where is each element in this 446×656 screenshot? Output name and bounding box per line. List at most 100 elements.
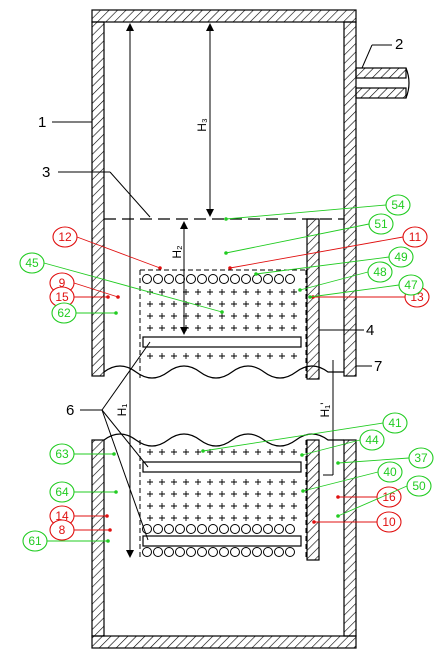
packing-mark bbox=[255, 449, 261, 455]
upper-packing bbox=[147, 289, 297, 359]
callout-number: 12 bbox=[58, 230, 72, 244]
packing-mark bbox=[207, 289, 213, 295]
pellet bbox=[274, 274, 284, 284]
packing-mark bbox=[291, 313, 297, 319]
packing-mark bbox=[183, 491, 189, 497]
packing-mark bbox=[183, 479, 189, 485]
baffle-lower bbox=[306, 439, 320, 561]
callout-circle bbox=[22, 530, 48, 552]
callout-leader bbox=[229, 236, 404, 269]
packing-mark bbox=[195, 515, 201, 521]
packing-mark bbox=[231, 353, 237, 359]
callout-11: 11 bbox=[228, 226, 428, 270]
packing-mark bbox=[243, 515, 249, 521]
packing-mark bbox=[219, 491, 225, 497]
dim-h1-prime: H₁' bbox=[318, 402, 332, 417]
packing-mark bbox=[207, 503, 213, 509]
callout-number: 16 bbox=[382, 490, 396, 504]
pellet bbox=[208, 547, 218, 557]
packing-mark bbox=[291, 301, 297, 307]
packing-mark bbox=[219, 289, 225, 295]
callout-dot bbox=[298, 288, 302, 292]
callout-circle bbox=[377, 461, 403, 483]
packing-mark bbox=[219, 479, 225, 485]
callout-leader bbox=[76, 236, 161, 269]
callout-51: 51 bbox=[224, 213, 394, 255]
callout-number: 54 bbox=[391, 198, 405, 212]
dim-h3: H₃ bbox=[195, 118, 209, 132]
packing-mark bbox=[219, 313, 225, 319]
packing-mark bbox=[243, 313, 249, 319]
break-line-upper bbox=[103, 365, 344, 379]
dimension-lines bbox=[126, 23, 334, 558]
packing-mark bbox=[231, 313, 237, 319]
packing-mark bbox=[291, 491, 297, 497]
packing-mark bbox=[159, 491, 165, 497]
callout-dot bbox=[116, 295, 120, 299]
packing-mark bbox=[171, 503, 177, 509]
callout-leader bbox=[337, 457, 410, 464]
callout-64: 64 bbox=[49, 481, 118, 503]
callout-number: 9 bbox=[59, 276, 66, 290]
lower-packing bbox=[147, 449, 297, 521]
packing-mark bbox=[267, 479, 273, 485]
pellet bbox=[219, 524, 229, 534]
pellet bbox=[153, 274, 163, 284]
pellet bbox=[263, 547, 273, 557]
packing-mark bbox=[159, 503, 165, 509]
callout-leader bbox=[202, 422, 384, 452]
pellet bbox=[285, 274, 295, 284]
callout-leader bbox=[299, 271, 369, 291]
packing-mark bbox=[279, 491, 285, 497]
callout-circle bbox=[408, 447, 434, 469]
packing-mark bbox=[159, 301, 165, 307]
callout-62: 62 bbox=[51, 302, 118, 324]
part-4-label: 4 bbox=[366, 322, 374, 339]
callout-dot bbox=[336, 461, 340, 465]
packing-mark bbox=[255, 301, 261, 307]
packing-mark bbox=[207, 515, 213, 521]
callout-number: 40 bbox=[383, 465, 397, 479]
callout-circle bbox=[388, 246, 414, 268]
packing-mark bbox=[267, 301, 273, 307]
packing-mark bbox=[195, 325, 201, 331]
packing-mark bbox=[255, 515, 261, 521]
pellet bbox=[241, 274, 251, 284]
packing-mark bbox=[147, 325, 153, 331]
pellet bbox=[263, 274, 273, 284]
packing-mark bbox=[219, 353, 225, 359]
callout-dot bbox=[336, 514, 340, 518]
packing-mark bbox=[243, 325, 249, 331]
packing-mark bbox=[147, 503, 153, 509]
callout-number: 62 bbox=[57, 306, 71, 320]
packing-mark bbox=[207, 491, 213, 497]
pellet bbox=[263, 524, 273, 534]
packing-mark bbox=[159, 515, 165, 521]
pellet bbox=[274, 547, 284, 557]
packing-mark bbox=[159, 479, 165, 485]
pellet bbox=[252, 547, 262, 557]
callout-circle bbox=[402, 226, 428, 248]
packing-mark bbox=[147, 449, 153, 455]
packing-mark bbox=[231, 325, 237, 331]
basket-lower bbox=[139, 440, 307, 558]
pellet bbox=[208, 274, 218, 284]
packing-mark bbox=[267, 491, 273, 497]
packing-mark bbox=[147, 301, 153, 307]
packing-mark bbox=[171, 325, 177, 331]
callout-number: 15 bbox=[55, 290, 69, 304]
packing-mark bbox=[183, 515, 189, 521]
part-2-label: 2 bbox=[395, 36, 403, 53]
packing-mark bbox=[231, 515, 237, 521]
callout-dot bbox=[228, 266, 232, 270]
basket-upper bbox=[139, 269, 307, 378]
callout-number: 61 bbox=[28, 534, 42, 548]
callout-12: 12 bbox=[52, 226, 162, 270]
callout-dot bbox=[336, 495, 340, 499]
lower-pellet-layers bbox=[142, 524, 295, 557]
callout-circle bbox=[19, 252, 45, 274]
packing-mark bbox=[171, 491, 177, 497]
pellet bbox=[197, 547, 207, 557]
packing-mark bbox=[171, 353, 177, 359]
callout-63: 63 bbox=[49, 443, 116, 465]
